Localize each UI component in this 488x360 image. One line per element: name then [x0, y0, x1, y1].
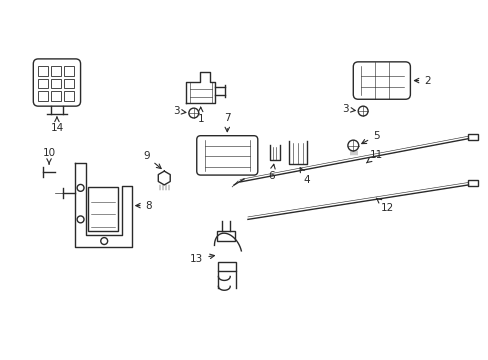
Text: 12: 12 [375, 198, 394, 212]
Text: 9: 9 [143, 151, 161, 168]
Bar [38, 66, 48, 76]
Text: 4: 4 [300, 168, 310, 185]
Text: 11: 11 [366, 150, 382, 163]
Text: 6: 6 [268, 164, 275, 181]
Bar [468, 180, 477, 186]
Bar [64, 66, 74, 76]
FancyBboxPatch shape [33, 59, 81, 106]
Text: 7: 7 [224, 113, 230, 132]
Bar [218, 262, 236, 271]
Bar [468, 134, 477, 140]
Bar [38, 91, 48, 101]
Bar [64, 78, 74, 89]
Text: 8: 8 [136, 201, 152, 211]
Text: 3: 3 [342, 104, 354, 114]
FancyBboxPatch shape [352, 62, 409, 99]
Bar [51, 78, 61, 89]
Text: 3: 3 [172, 106, 185, 116]
Text: 2: 2 [413, 76, 430, 86]
Text: 5: 5 [361, 131, 379, 144]
FancyBboxPatch shape [196, 136, 257, 175]
Bar [88, 187, 118, 231]
Bar [51, 91, 61, 101]
Bar [51, 66, 61, 76]
Text: 13: 13 [190, 254, 214, 264]
Text: 14: 14 [50, 117, 63, 133]
Bar [217, 231, 235, 241]
Text: 10: 10 [42, 148, 56, 164]
Text: 1: 1 [197, 107, 203, 124]
Bar [38, 78, 48, 89]
Bar [64, 91, 74, 101]
